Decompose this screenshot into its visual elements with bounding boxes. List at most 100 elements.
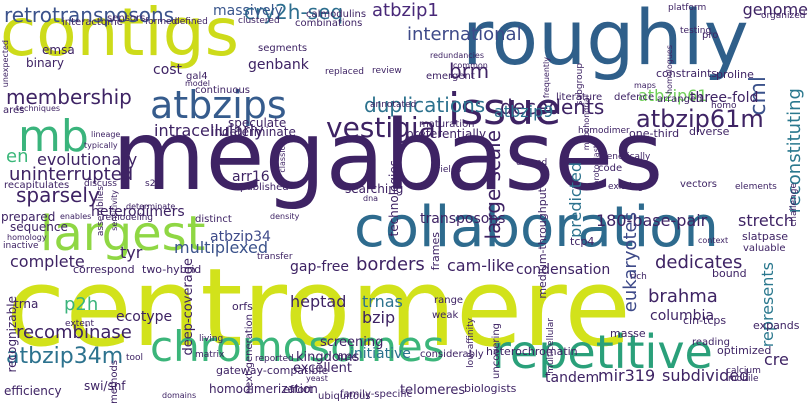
- word-effort: effort: [283, 383, 313, 396]
- word-one-third: one-third: [629, 127, 680, 140]
- word-megabases: megabases: [112, 100, 664, 212]
- word-next-generation: next-generation: [244, 314, 255, 395]
- word-tyr: tyr: [120, 243, 143, 262]
- word-condensation: condensation: [516, 262, 611, 278]
- word-homodimerization: homodimerization: [209, 382, 318, 396]
- word-dna: dna: [363, 194, 379, 203]
- word-literature: literature: [556, 92, 603, 103]
- word-yeast: yeast: [306, 374, 328, 383]
- word-eukaryotes: eukaryotes: [620, 212, 641, 313]
- word-cam-like: cam-like: [447, 256, 515, 275]
- word-inactive: inactive: [3, 241, 39, 251]
- word-indeterminate: indeterminate: [211, 125, 296, 139]
- word-international: international: [407, 24, 522, 45]
- word-genome: genome: [742, 0, 808, 19]
- word-transfer: transfer: [257, 252, 293, 262]
- word-constraints: constraints: [656, 67, 718, 80]
- word-biologists: biologists: [464, 382, 517, 395]
- word-techniques: techniques: [16, 104, 61, 113]
- word-masse: masse: [610, 327, 646, 340]
- word-correspond: correspond: [73, 263, 135, 276]
- word-gal4: gal4: [186, 71, 208, 82]
- word-proline: proline: [716, 68, 754, 81]
- word-p2h: p2h: [64, 294, 99, 315]
- word-rich: rich: [630, 272, 647, 282]
- word-atbzip34: atbzip34: [210, 229, 271, 245]
- word-organized: organized: [761, 11, 806, 21]
- word-ubiquitous: ubiquitous: [318, 391, 371, 402]
- word-classical: classical: [278, 139, 287, 173]
- word-testing: testing: [680, 26, 712, 36]
- word-searching: searching: [345, 182, 404, 196]
- word-lineage: lineage: [91, 130, 121, 139]
- word-homologues: homologues: [665, 45, 674, 95]
- word-intracellularly: intracellularly: [154, 121, 264, 140]
- word-range: range: [434, 295, 464, 306]
- word-domains: domains: [162, 391, 197, 400]
- word-segments: segments: [258, 43, 308, 54]
- word-clustered: clustered: [238, 16, 280, 26]
- word-centromere: centromere: [6, 246, 631, 371]
- word-sensitivity: sensitivity: [110, 190, 119, 231]
- word-gap-free: gap-free: [290, 259, 350, 275]
- word-atbzips: atbzips: [150, 83, 287, 127]
- word-screening: screening: [320, 335, 384, 350]
- word-recapitulates: recapitulates: [4, 180, 70, 191]
- word-maturation: maturation: [419, 119, 475, 130]
- word-fuse: fuse: [338, 353, 358, 363]
- word-collaboration: collaboration: [354, 195, 719, 260]
- word-evolutionary: evolutionary: [37, 150, 138, 169]
- word-borders: borders: [356, 254, 425, 275]
- word-frames: frames: [429, 232, 442, 271]
- word-largest: largest: [40, 206, 206, 262]
- word-recombinase: recombinase: [16, 322, 132, 343]
- word-expands: expands: [753, 319, 800, 332]
- word-existing: existing: [608, 182, 644, 192]
- word-model: model: [185, 79, 210, 88]
- word-sequence: sequence: [10, 220, 68, 234]
- word-calcium: calcium: [726, 366, 761, 376]
- word-unexpected: unexpected: [1, 40, 10, 88]
- word-decedents: decedents: [500, 95, 605, 119]
- word-family-specific: family-specific: [340, 389, 413, 400]
- word-review: review: [372, 66, 402, 76]
- word-determinate: determinate: [126, 202, 176, 211]
- word-uncovering: uncovering: [491, 323, 502, 379]
- word-mitochondrial: mitochondrial: [582, 95, 591, 151]
- word-ares: ares: [3, 105, 25, 116]
- word-cre: cre: [764, 350, 789, 369]
- word-defence: defence: [614, 92, 655, 103]
- word-s2: s2: [145, 179, 156, 189]
- word-brm: brm: [449, 59, 490, 83]
- word-three-fold: three-fold: [690, 90, 759, 106]
- word-complete: complete: [10, 252, 85, 271]
- word-tcp4: tcp4: [570, 235, 595, 248]
- word-mobile: mobile: [728, 374, 759, 384]
- word-calmodulins: calmodulins: [306, 9, 367, 20]
- word-mb: mb: [18, 111, 89, 162]
- word-code: code: [598, 163, 623, 174]
- word-elements: elements: [735, 182, 777, 192]
- word-formed: formed: [145, 17, 178, 27]
- word-cry2h-seq: cry2h-seq: [244, 0, 344, 24]
- word-sensors: sensors: [107, 13, 146, 24]
- word-combinations: combinations: [295, 18, 363, 29]
- word-diverse: diverse: [689, 125, 730, 138]
- word-brahma: brahma: [648, 286, 718, 307]
- word-defined: defined: [174, 17, 208, 27]
- word-retrotransposons: retrotransposons: [4, 3, 175, 27]
- word-enables: enables: [60, 212, 92, 221]
- word-uninterrupted: uninterrupted: [9, 164, 134, 185]
- word-atbzip9: atbzip9: [494, 102, 554, 121]
- word-replaced: replaced: [325, 67, 364, 77]
- word-emergent: emergent: [426, 71, 475, 82]
- word-homo: homo: [711, 101, 737, 111]
- word-redundancies: redundancies: [430, 51, 485, 60]
- word-stretch: stretch: [738, 211, 794, 230]
- word-bound: bound: [712, 267, 747, 280]
- word-published: published: [240, 182, 289, 193]
- word-optimized: optimized: [717, 344, 772, 357]
- word-genetically: genetically: [601, 152, 651, 162]
- word-en: en: [6, 146, 29, 167]
